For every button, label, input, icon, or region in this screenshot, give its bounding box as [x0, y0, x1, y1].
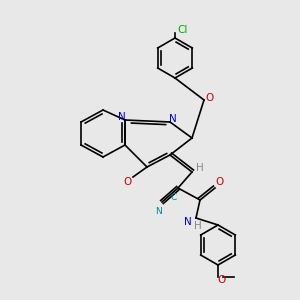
Text: N: N: [169, 114, 177, 124]
Text: N: N: [118, 112, 126, 122]
Text: C: C: [171, 194, 177, 202]
Text: O: O: [215, 177, 223, 187]
Text: O: O: [206, 93, 214, 103]
Text: O: O: [124, 177, 132, 187]
Text: Cl: Cl: [177, 25, 188, 35]
Text: N: N: [184, 217, 192, 227]
Text: N: N: [154, 208, 161, 217]
Text: H: H: [196, 163, 204, 173]
Text: O: O: [218, 275, 226, 285]
Text: H: H: [194, 221, 202, 231]
